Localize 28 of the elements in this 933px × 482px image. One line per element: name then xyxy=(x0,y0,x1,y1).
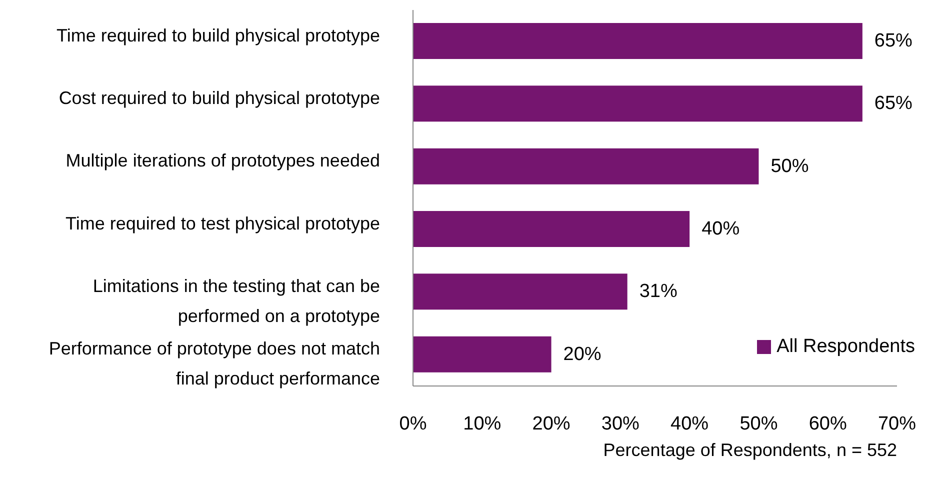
text: 65% xyxy=(874,93,912,114)
text: 65% xyxy=(874,30,912,52)
x-tick-label: 70% xyxy=(878,413,916,434)
x-axis-title: Percentage of Respondents, n = 552 xyxy=(603,440,897,460)
y-tick-label: Time required to test physical prototype xyxy=(66,213,380,234)
x-tick-label: 60% xyxy=(808,413,847,434)
text: 31% xyxy=(639,281,678,302)
y-tick-label: Performance of prototype does not match final product performance xyxy=(48,338,380,389)
y-tick-label: Cost required to build physical prototype xyxy=(58,88,380,108)
y-tick-label: Time required to build physical prototype xyxy=(56,25,380,46)
x-tick-label: 30% xyxy=(601,413,640,434)
legend-label: All Respondents xyxy=(776,336,915,358)
text: 40% xyxy=(702,218,740,240)
bar xyxy=(413,211,690,247)
x-tick-label: 20% xyxy=(532,413,570,434)
bar xyxy=(413,336,552,372)
x-tick-label: 50% xyxy=(740,413,778,434)
x-tick-label: 40% xyxy=(670,413,709,434)
text: 20% xyxy=(563,344,602,365)
text: 50% xyxy=(770,156,809,177)
bar xyxy=(413,274,628,310)
y-tick-label: Limitations in the testing that can be performed on a prototype xyxy=(92,276,380,326)
bar xyxy=(413,23,862,59)
y-tick-label: Multiple iterations of prototypes needed xyxy=(66,150,380,171)
bar xyxy=(413,86,862,122)
bar xyxy=(413,148,759,184)
x-tick-label: 0% xyxy=(399,413,427,434)
x-tick-label: 10% xyxy=(463,413,502,434)
